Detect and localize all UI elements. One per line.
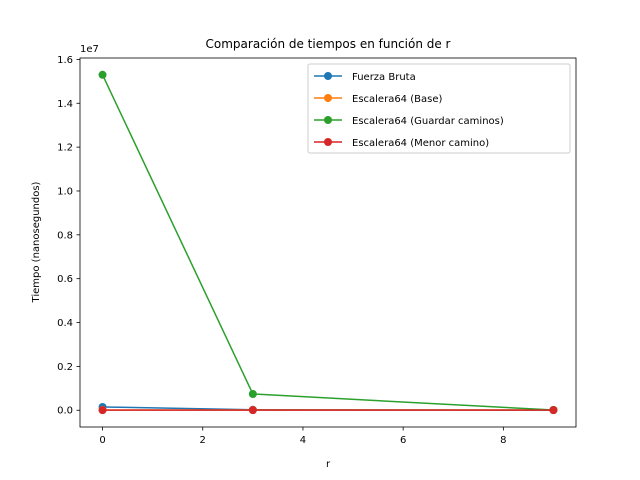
legend-item: Escalera64 (Menor camino): [314, 138, 489, 149]
data-point: [248, 390, 257, 398]
legend-label: Fuerza Bruta: [352, 72, 416, 83]
legend-label: Escalera64 (Menor camino): [352, 138, 489, 149]
legend-item: Escalera64 (Guardar caminos): [314, 116, 504, 127]
data-point: [98, 406, 107, 415]
y-tick-label: 1.6: [57, 55, 73, 66]
legend-label: Escalera64 (Guardar caminos): [352, 116, 504, 127]
y-tick-label: 0.8: [57, 230, 73, 241]
x-tick-label: 8: [500, 435, 506, 446]
x-tick-label: 6: [400, 435, 406, 446]
y-axis-title: Tiempo (nanosegundos): [31, 181, 42, 303]
data-point: [549, 406, 558, 415]
y-tick-label: 1.4: [57, 99, 73, 110]
x-tick-label: 2: [200, 435, 206, 446]
y-tick-label: 1.2: [57, 143, 73, 154]
legend-marker: [324, 94, 332, 102]
x-tick-label: 4: [300, 435, 306, 446]
y-offset-label: 1e7: [80, 44, 99, 55]
legend-label: Escalera64 (Base): [352, 94, 442, 105]
y-tick-label: 0.4: [57, 318, 73, 329]
legend: Fuerza Bruta Escalera64 (Base) Escalera64 …: [307, 63, 571, 154]
x-tick-label: 0: [99, 435, 105, 446]
data-point: [98, 70, 107, 79]
plot-area: 0 2 4 6 8 0.0 0.2 0.4 0.6 0.8 1.0 1.2 1.4 1.6: [57, 55, 577, 446]
data-point: [248, 406, 257, 415]
x-axis-title: r: [326, 459, 331, 470]
legend-box: [307, 63, 571, 154]
y-tick-label: 1.0: [57, 186, 73, 197]
y-tick-label: 0.0: [57, 406, 73, 417]
legend-marker: [324, 72, 332, 80]
legend-item: Escalera64 (Base): [314, 94, 442, 105]
series-4: [98, 406, 558, 415]
chart-title: Comparación de tiempos en función de r: [206, 37, 451, 51]
legend-marker: [324, 116, 332, 124]
y-tick-label: 0.6: [57, 274, 73, 285]
axes-frame: [79, 57, 577, 428]
legend-marker: [324, 138, 332, 146]
y-tick-label: 0.2: [57, 362, 73, 373]
legend-item: Fuerza Bruta: [314, 72, 416, 83]
